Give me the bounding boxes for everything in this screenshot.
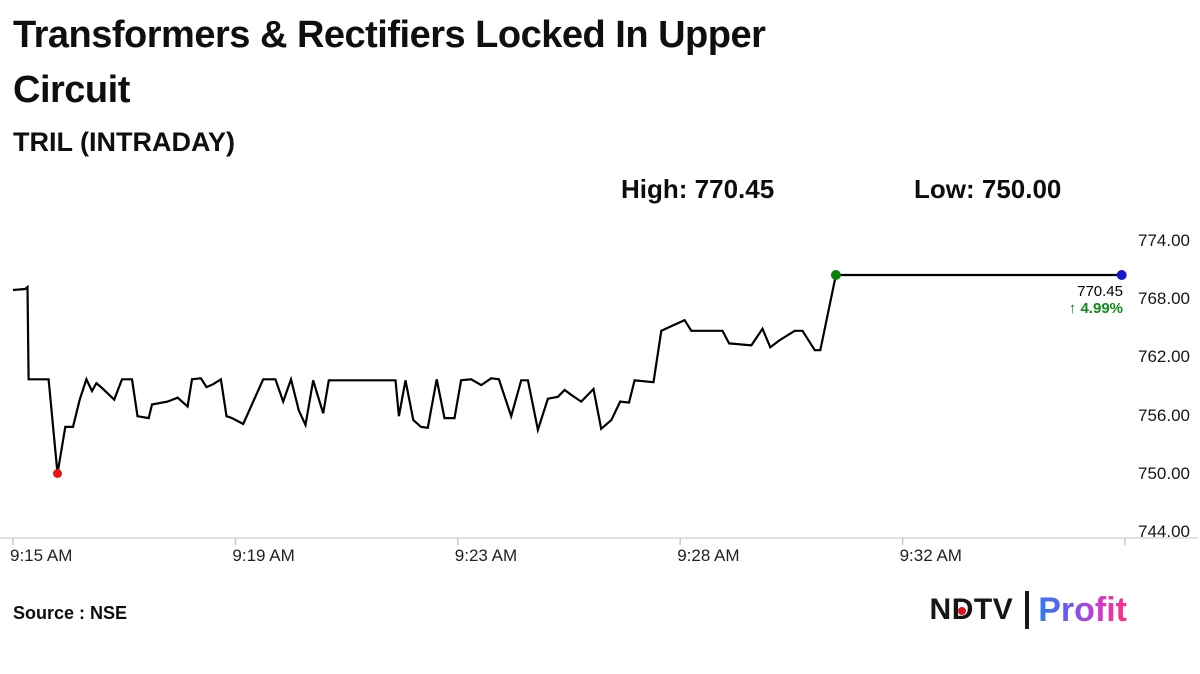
high-value-label: High: 770.45 [621, 174, 775, 204]
ndtv-letter-d-with-red-dot: D [951, 593, 974, 626]
logo-separator-bar [1025, 591, 1030, 629]
ndtv-letters-tv: TV [973, 593, 1014, 626]
page-title: Transformers & Rectifiers Locked In Uppe… [13, 14, 766, 112]
source-label: Source : NSE [13, 603, 128, 623]
y-axis-label: 768.00 [1138, 289, 1190, 309]
ndtv-wordmark: N D TV [930, 593, 1014, 627]
last-price-annotation: 770.45 ↑ 4.99% [1069, 283, 1123, 317]
symbol-subtitle: TRIL (INTRADAY) [13, 127, 235, 157]
y-axis-label: 744.00 [1138, 522, 1190, 542]
x-axis-label: 9:23 AM [454, 546, 518, 565]
y-axis-label: 750.00 [1138, 463, 1190, 483]
upper-circuit-lock-marker [830, 270, 841, 280]
annotation-change: ↑ 4.99% [1068, 300, 1123, 317]
x-axis-label: 9:19 AM [232, 546, 295, 565]
y-axis-label: 756.00 [1138, 405, 1190, 425]
x-axis-label: 9:28 AM [677, 546, 740, 565]
x-axis-label: 9:32 AM [899, 546, 962, 565]
last-price-marker [1116, 270, 1127, 280]
low-value-label: Low: 750.00 [914, 174, 1062, 204]
ndtv-profit-logo: N D TV Profit [930, 588, 1127, 632]
y-axis-label: 774.00 [1138, 231, 1190, 250]
ndtv-letter-n: N [929, 593, 952, 626]
y-axis-label: 762.00 [1138, 347, 1190, 367]
profit-wordmark: Profit [1038, 590, 1127, 629]
x-axis-label: 9:15 AM [10, 546, 73, 565]
low-marker [53, 469, 62, 478]
price-line [12, 273, 1122, 474]
annotation-price: 770.45 [1077, 283, 1123, 300]
